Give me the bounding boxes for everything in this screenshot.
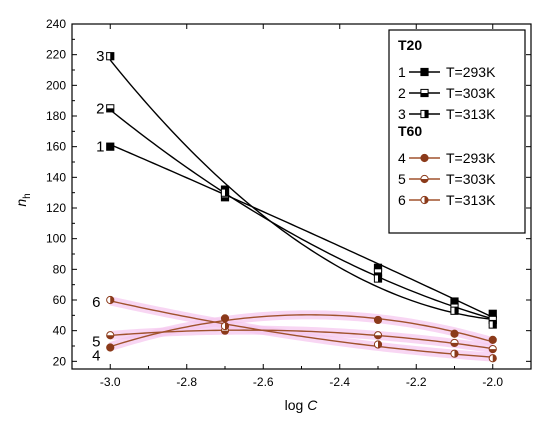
legend-item-label: T=293K <box>446 150 496 166</box>
x-axis-title: log C <box>285 397 319 413</box>
legend-item-label: T=293K <box>446 64 496 80</box>
legend-item-number: 4 <box>398 150 406 166</box>
legend-item-1: 1 T=293K <box>398 64 496 80</box>
x-axis-title-plain: log <box>285 397 308 413</box>
x-tick-label: -2.8 <box>176 375 197 389</box>
curve-label-4: 4 <box>92 348 100 365</box>
data-point-3 <box>488 320 497 329</box>
legend: T20 1 T=293K 2 T=303K 3 T=313K T60 4 T=293K 5 T=303… <box>388 29 526 234</box>
x-tick-label: -2.6 <box>253 375 274 389</box>
y-axis: 20 40 60 80 100 120 140 160 180 200 220 240 <box>46 17 531 368</box>
legend-group-title: T60 <box>398 123 422 139</box>
legend-item-number: 1 <box>398 64 406 80</box>
curve-label-2: 2 <box>96 100 104 117</box>
fit-curve-5 <box>110 329 493 350</box>
y-tick-label: 60 <box>53 293 67 307</box>
data-point-6 <box>450 349 459 358</box>
y-tick-label: 100 <box>46 232 66 246</box>
fit-curve-3 <box>109 59 493 321</box>
legend-item-2: 2 T=303K <box>398 85 496 101</box>
legend-items: T20 1 T=293K 2 T=303K 3 T=313K T60 4 T=293K 5 T=303… <box>398 37 496 208</box>
data-point-4 <box>106 343 115 352</box>
curve-label-1: 1 <box>96 139 104 156</box>
legend-box <box>388 29 526 234</box>
svg-text:nh: nh <box>13 193 33 206</box>
legend-item-4: 4 T=293K <box>398 150 496 166</box>
legend-marker-3 <box>420 109 429 119</box>
curve-label-3: 3 <box>96 48 104 65</box>
y-axis-title: nh <box>13 193 33 206</box>
y-tick-label: 200 <box>46 78 66 92</box>
data-point-5 <box>488 344 497 354</box>
fit-curve-1 <box>109 143 494 318</box>
legend-item-5: 5 T=303K <box>398 171 496 187</box>
fit-curve-6 <box>110 300 493 358</box>
legend-group-title: T20 <box>398 37 422 53</box>
data-point-6 <box>106 295 115 305</box>
legend-item-number: 6 <box>398 192 406 208</box>
data-point-2 <box>106 104 115 113</box>
curve-labels-layer: 1 2 3 45 6 <box>92 48 104 364</box>
legend-marker-4 <box>420 153 429 163</box>
data-point-4 <box>220 314 230 323</box>
y-tick-label: 160 <box>46 140 66 154</box>
y-tick-label: 140 <box>46 170 66 184</box>
legend-marker-1 <box>420 67 429 77</box>
data-point-6 <box>220 321 230 331</box>
legend-item-number: 2 <box>398 85 406 101</box>
y-tick-label: 240 <box>46 17 66 31</box>
fit-curve-4 <box>110 314 493 348</box>
legend-item-6: 6 T=313K <box>398 192 496 208</box>
fit-curve-2 <box>109 109 493 320</box>
curve-label-5: 5 <box>92 333 100 350</box>
legend-marker-2 <box>420 88 429 98</box>
y-tick-label: 220 <box>46 48 66 62</box>
y-tick-label: 180 <box>46 109 66 123</box>
data-point-6 <box>373 340 383 349</box>
data-point-6 <box>488 354 497 363</box>
data-point-1 <box>106 142 115 151</box>
data-point-4 <box>488 335 497 344</box>
legend-item-label: T=303K <box>446 171 496 187</box>
markers-layer <box>106 52 497 363</box>
data-point-4 <box>450 329 459 338</box>
data-point-5 <box>373 331 383 340</box>
data-point-3 <box>220 188 230 197</box>
legend-item-label: T=303K <box>446 85 496 101</box>
legend-item-3: 3 T=313K <box>398 106 496 122</box>
curves-layer <box>109 59 494 358</box>
legend-item-label: T=313K <box>446 106 496 122</box>
data-point-3 <box>450 306 459 315</box>
legend-item-label: T=313K <box>446 192 496 208</box>
x-tick-label: -3.0 <box>100 375 121 389</box>
data-point-3 <box>106 52 115 61</box>
data-point-3 <box>373 274 383 283</box>
legend-marker-5 <box>420 174 429 184</box>
data-point-5 <box>106 331 115 340</box>
curve-label-6: 6 <box>92 294 100 311</box>
x-tick-label: -2.0 <box>482 375 503 389</box>
y-tick-label: 40 <box>53 324 67 338</box>
data-point-4 <box>373 315 383 325</box>
y-tick-label: 20 <box>53 354 67 368</box>
y-tick-label: 120 <box>46 201 66 215</box>
y-axis-title-main: n <box>13 199 29 207</box>
legend-item-number: 5 <box>398 171 406 187</box>
legend-marker-6 <box>420 195 429 205</box>
x-axis: -3.0 -2.8 -2.6 -2.4 -2.2 -2.0 <box>100 24 503 389</box>
x-tick-label: -2.4 <box>329 375 350 389</box>
legend-item-number: 3 <box>398 106 406 122</box>
data-point-5 <box>450 338 459 348</box>
y-tick-label: 80 <box>53 262 67 276</box>
x-tick-label: -2.2 <box>406 375 427 389</box>
y-axis-title-sub: h <box>22 193 33 199</box>
x-axis-title-italic: C <box>307 397 318 413</box>
